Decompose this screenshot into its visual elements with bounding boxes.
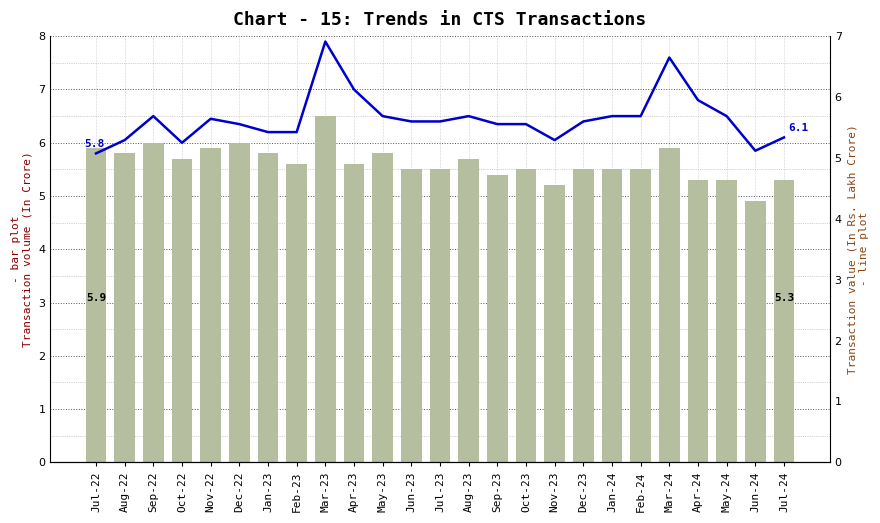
Bar — [172, 159, 193, 462]
Bar — [401, 169, 422, 462]
Bar — [687, 180, 708, 462]
Bar — [602, 169, 622, 462]
Bar — [229, 143, 250, 462]
Text: 5.8: 5.8 — [84, 139, 105, 149]
Bar — [143, 143, 164, 462]
Bar — [458, 159, 479, 462]
Bar — [258, 153, 278, 462]
Bar — [286, 164, 307, 462]
Bar — [545, 185, 565, 462]
Bar — [716, 180, 737, 462]
Bar — [201, 148, 221, 462]
Y-axis label: - bar plot
Transaction volume (In Crore): - bar plot Transaction volume (In Crore) — [11, 152, 33, 347]
Bar — [487, 175, 508, 462]
Bar — [315, 116, 335, 462]
Text: 5.3: 5.3 — [774, 292, 794, 303]
Text: 5.9: 5.9 — [86, 292, 106, 303]
Bar — [659, 148, 679, 462]
Bar — [774, 180, 795, 462]
Y-axis label: Transaction value (In Rs. Lakh Crore)
- line plot: Transaction value (In Rs. Lakh Crore) - … — [847, 124, 869, 374]
Bar — [114, 153, 135, 462]
Bar — [372, 153, 393, 462]
Bar — [630, 169, 651, 462]
Bar — [344, 164, 364, 462]
Bar — [745, 201, 766, 462]
Title: Chart - 15: Trends in CTS Transactions: Chart - 15: Trends in CTS Transactions — [233, 11, 647, 29]
Bar — [573, 169, 594, 462]
Text: 6.1: 6.1 — [788, 122, 809, 132]
Bar — [429, 169, 451, 462]
Bar — [85, 148, 106, 462]
Bar — [516, 169, 536, 462]
